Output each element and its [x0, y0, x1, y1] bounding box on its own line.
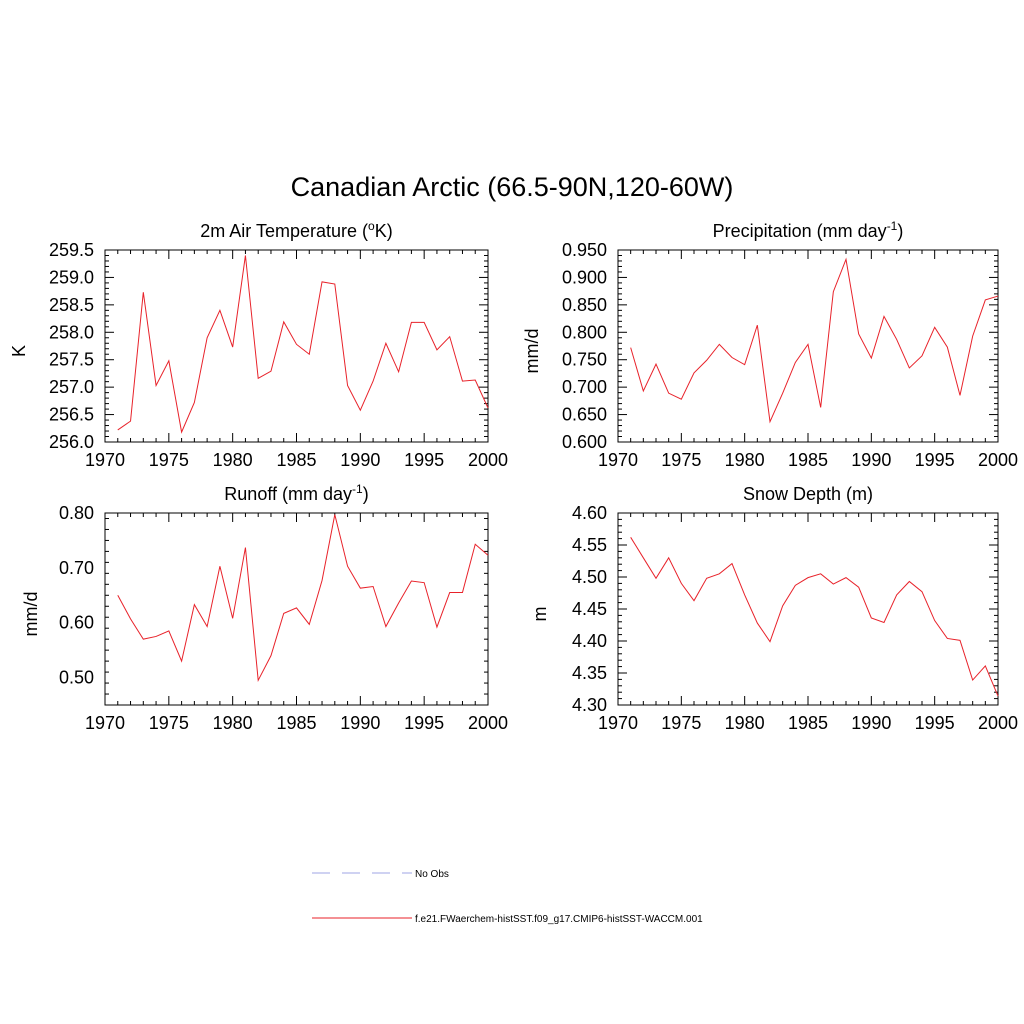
precipitation-y-tick-label: 0.750: [562, 350, 607, 370]
air-temperature-x-tick-label: 1995: [404, 450, 444, 470]
snow-depth-y-tick-label: 4.55: [572, 535, 607, 555]
legend-obs-label: No Obs: [415, 869, 449, 880]
snow-depth-x-tick-label: 1995: [915, 713, 955, 733]
precipitation-title: Precipitation (mm day-1): [713, 219, 904, 241]
precipitation-y-tick-label: 0.850: [562, 295, 607, 315]
air-temperature-series-line: [117, 255, 489, 434]
snow-depth-y-tick-label: 4.45: [572, 599, 607, 619]
precipitation-y-tick-label: 0.900: [562, 267, 607, 287]
air-temperature-y-axis-label: K: [9, 345, 29, 357]
precipitation-y-tick-label: 0.600: [562, 432, 607, 452]
precipitation-x-tick-label: 1980: [725, 450, 765, 470]
chart-title: Canadian Arctic (66.5-90N,120-60W): [291, 172, 734, 202]
runoff-x-tick-label: 1970: [85, 713, 125, 733]
precipitation-x-tick-label: 1990: [851, 450, 891, 470]
air-temperature-y-tick-label: 258.5: [49, 295, 94, 315]
snow-depth-x-tick-label: 1985: [788, 713, 828, 733]
snow-depth-x-tick-label: 1970: [598, 713, 638, 733]
precipitation-x-tick-label: 1970: [598, 450, 638, 470]
runoff-y-tick-label: 0.70: [59, 558, 94, 578]
snow-depth-plot-frame: [617, 512, 999, 706]
snow-depth-title: Snow Depth (m): [743, 484, 873, 504]
runoff-x-tick-label: 2000: [468, 713, 508, 733]
panel-snow-depth: Snow Depth (m) m 1970 1975 1980 1985 1990 1995 2…: [530, 484, 1018, 733]
precipitation-x-tick-label: 1985: [788, 450, 828, 470]
air-temperature-y-tick-label: 257.5: [49, 350, 94, 370]
air-temperature-y-tick-label: 259.5: [49, 240, 94, 260]
precipitation-y-tick-label: 0.650: [562, 405, 607, 425]
runoff-x-tick-label: 1990: [340, 713, 380, 733]
precipitation-series-line: [630, 257, 999, 424]
snow-depth-x-tick-label: 1980: [725, 713, 765, 733]
runoff-y-tick-label: 0.80: [59, 503, 94, 523]
snow-depth-x-tick-label: 1990: [851, 713, 891, 733]
snow-depth-y-tick-label: 4.35: [572, 663, 607, 683]
runoff-series-line: [117, 514, 489, 683]
runoff-y-axis-label: mm/d: [21, 592, 41, 637]
precipitation-y-axis-label: mm/d: [522, 329, 542, 374]
air-temperature-title: 2m Air Temperature (oK): [200, 219, 392, 241]
runoff-title: Runoff (mm day-1): [224, 482, 368, 504]
precipitation-x-tick-label: 1995: [915, 450, 955, 470]
air-temperature-y-tick-label: 256.5: [49, 405, 94, 425]
panel-runoff: Runoff (mm day-1) mm/d 1970 1975 1980 1985 199…: [21, 482, 508, 733]
runoff-x-tick-label: 1975: [149, 713, 189, 733]
snow-depth-series-line: [630, 537, 999, 697]
precipitation-x-tick-label: 2000: [978, 450, 1018, 470]
air-temperature-x-tick-label: 1985: [276, 450, 316, 470]
runoff-x-tick-label: 1980: [213, 713, 253, 733]
snow-depth-y-tick-label: 4.40: [572, 631, 607, 651]
air-temperature-y-tick-label: 259.0: [49, 267, 94, 287]
air-temperature-x-tick-label: 1970: [85, 450, 125, 470]
snow-depth-y-tick-label: 4.30: [572, 695, 607, 715]
precipitation-x-tick-label: 1975: [661, 450, 701, 470]
runoff-x-tick-label: 1995: [404, 713, 444, 733]
snow-depth-x-tick-label: 1975: [661, 713, 701, 733]
air-temperature-x-tick-label: 1980: [213, 450, 253, 470]
air-temperature-x-tick-label: 1990: [340, 450, 380, 470]
air-temperature-y-tick-label: 256.0: [49, 432, 94, 452]
runoff-y-tick-label: 0.50: [59, 668, 94, 688]
runoff-x-tick-label: 1985: [276, 713, 316, 733]
runoff-plot-frame: [104, 512, 489, 706]
air-temperature-x-tick-label: 2000: [468, 450, 508, 470]
panel-precipitation: Precipitation (mm day-1) mm/d 1970 1975 1980…: [522, 219, 1018, 470]
runoff-y-tick-label: 0.60: [59, 613, 94, 633]
snow-depth-y-tick-label: 4.60: [572, 503, 607, 523]
air-temperature-y-tick-label: 257.0: [49, 377, 94, 397]
snow-depth-y-tick-label: 4.50: [572, 567, 607, 587]
snow-depth-y-axis-label: m: [530, 607, 550, 622]
air-temperature-plot-frame: [104, 249, 489, 443]
air-temperature-x-tick-label: 1975: [149, 450, 189, 470]
precipitation-y-tick-label: 0.950: [562, 240, 607, 260]
precipitation-y-tick-label: 0.800: [562, 322, 607, 342]
air-temperature-y-tick-label: 258.0: [49, 322, 94, 342]
panel-air-temperature: 2m Air Temperature (oK) K 1970 1975 1980 1985…: [9, 219, 508, 470]
legend-model-label: f.e21.FWaerchem-histSST.f09_g17.CMIP6-hi…: [415, 914, 703, 925]
legend: No Obs f.e21.FWaerchem-histSST.f09_g17.C…: [312, 869, 703, 925]
snow-depth-x-tick-label: 2000: [978, 713, 1018, 733]
precipitation-y-tick-label: 0.700: [562, 377, 607, 397]
